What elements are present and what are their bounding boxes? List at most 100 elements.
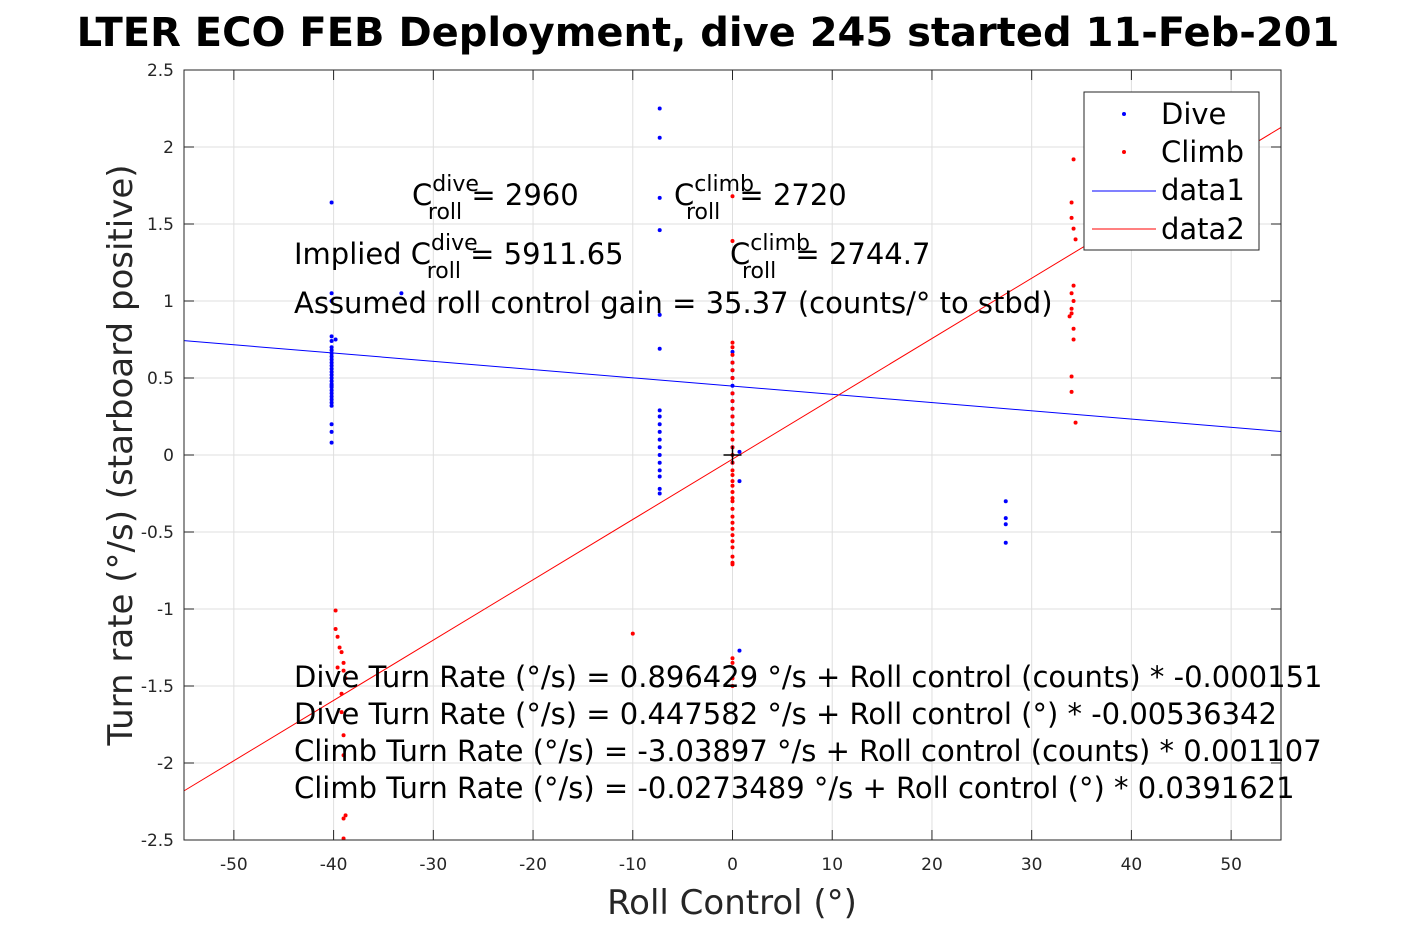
climb-point xyxy=(339,691,344,696)
climb-point xyxy=(1073,237,1078,242)
legend: Dive Climb data1 data2 xyxy=(1083,91,1260,251)
climb-point xyxy=(730,533,735,538)
x-tick-label: -40 xyxy=(320,855,348,875)
legend-label-climb: Climb xyxy=(1161,135,1244,169)
dive-point xyxy=(329,369,334,374)
climb-point xyxy=(730,360,735,365)
climb-point xyxy=(730,483,735,488)
dive-point xyxy=(657,437,662,442)
climb-point xyxy=(1071,299,1076,303)
dive-point xyxy=(657,486,662,491)
dive-point xyxy=(329,391,334,396)
x-tick-label: 40 xyxy=(1121,855,1143,875)
climb-point xyxy=(341,668,346,673)
legend-label-dive: Dive xyxy=(1161,97,1226,131)
dive-point xyxy=(657,414,662,419)
dive-point xyxy=(657,312,662,317)
climb-point xyxy=(1073,420,1078,425)
climb-point xyxy=(730,368,735,373)
climb-point xyxy=(730,194,735,199)
dive-point xyxy=(329,291,334,296)
climb-point xyxy=(730,684,735,688)
climb-point xyxy=(730,414,735,419)
dive-point xyxy=(657,346,662,351)
climb-point xyxy=(333,627,338,632)
legend-marker-climb xyxy=(1122,150,1126,154)
dive-point xyxy=(329,351,334,356)
climb-point xyxy=(730,479,735,484)
climb-point xyxy=(1069,200,1074,205)
climb-point xyxy=(341,836,346,841)
climb-point xyxy=(730,499,735,504)
dive-point xyxy=(329,357,334,362)
climb-point xyxy=(730,562,735,567)
climb-point xyxy=(341,660,346,665)
climb-point xyxy=(1069,374,1074,379)
climb-point xyxy=(341,733,346,738)
y-tick-label: -2 xyxy=(157,754,174,774)
origin-marker xyxy=(723,446,742,464)
climb-point xyxy=(730,539,735,544)
dive-point xyxy=(737,449,742,454)
y-tick-label: -1.5 xyxy=(141,677,174,697)
climb-point xyxy=(730,660,735,665)
climb-point xyxy=(1067,314,1072,319)
annotations: Cdive roll = 2960 Cclimb roll = 2720 Impli… xyxy=(294,172,1322,805)
x-tick-label: 50 xyxy=(1220,855,1242,875)
gain-line: Assumed roll control gain = 35.37 (count… xyxy=(294,286,1053,320)
data-points xyxy=(329,106,1078,841)
y-tick-label: -2.5 xyxy=(141,831,174,851)
dive-point xyxy=(329,403,334,408)
climb-point xyxy=(730,676,735,681)
y-tick-label: -0.5 xyxy=(141,523,174,543)
climb-point xyxy=(730,238,735,243)
dive-point xyxy=(329,345,334,350)
y-tick-label: -1 xyxy=(157,600,174,620)
dive-point xyxy=(329,372,334,377)
implied-c-roll-climb: Cclimb roll = 2744.7 xyxy=(730,231,930,284)
dive-point xyxy=(657,228,662,233)
x-tick-label: -20 xyxy=(519,855,547,875)
climb-point xyxy=(730,506,735,511)
dive-point xyxy=(1003,516,1008,521)
climb-point xyxy=(730,520,735,525)
climb-point xyxy=(730,376,735,380)
climb-point xyxy=(730,514,735,519)
dive-point xyxy=(329,429,334,434)
climb-point xyxy=(730,526,735,531)
dive-point xyxy=(329,383,334,388)
climb-point xyxy=(730,422,735,427)
x-tick-label: -10 xyxy=(619,855,647,875)
climb-point xyxy=(339,650,344,655)
y-tick-label: 1 xyxy=(163,292,174,312)
dive-point xyxy=(329,400,334,405)
c-roll-climb: Cclimb roll = 2720 xyxy=(674,172,847,225)
climb-point xyxy=(730,496,735,501)
dive-point xyxy=(737,648,742,653)
dive-point xyxy=(657,445,662,450)
climb-point xyxy=(1071,226,1076,231)
dive-point xyxy=(329,200,334,205)
dive-point xyxy=(657,491,662,496)
x-axis-label: Roll Control (°) xyxy=(607,883,857,923)
dive-point xyxy=(329,348,334,353)
climb-point xyxy=(730,468,735,473)
climb-point xyxy=(339,710,344,715)
y-axis-label: Turn rate (°/s) (starboard positive) xyxy=(101,164,141,746)
climb-point xyxy=(730,554,735,559)
climb-point xyxy=(730,345,735,350)
dive-point xyxy=(329,366,334,371)
dive-point xyxy=(737,479,742,484)
climb-point xyxy=(335,634,340,639)
climb-point xyxy=(1069,291,1074,296)
x-tick-label: 20 xyxy=(921,855,943,875)
dive-point xyxy=(1003,522,1008,527)
dive-point xyxy=(657,422,662,427)
x-tick-label: 0 xyxy=(727,855,738,875)
dive-point xyxy=(329,397,334,402)
x-tick-label: 10 xyxy=(821,855,843,875)
dive-point xyxy=(329,440,334,445)
tick-labels: -50 -40 -30 -20 -10 0 10 20 30 40 50-2.5-2-1.5-1-0… xyxy=(141,61,1242,875)
fit-line-2: Dive Turn Rate (°/s) = 0.447582 °/s + Ro… xyxy=(294,697,1277,731)
